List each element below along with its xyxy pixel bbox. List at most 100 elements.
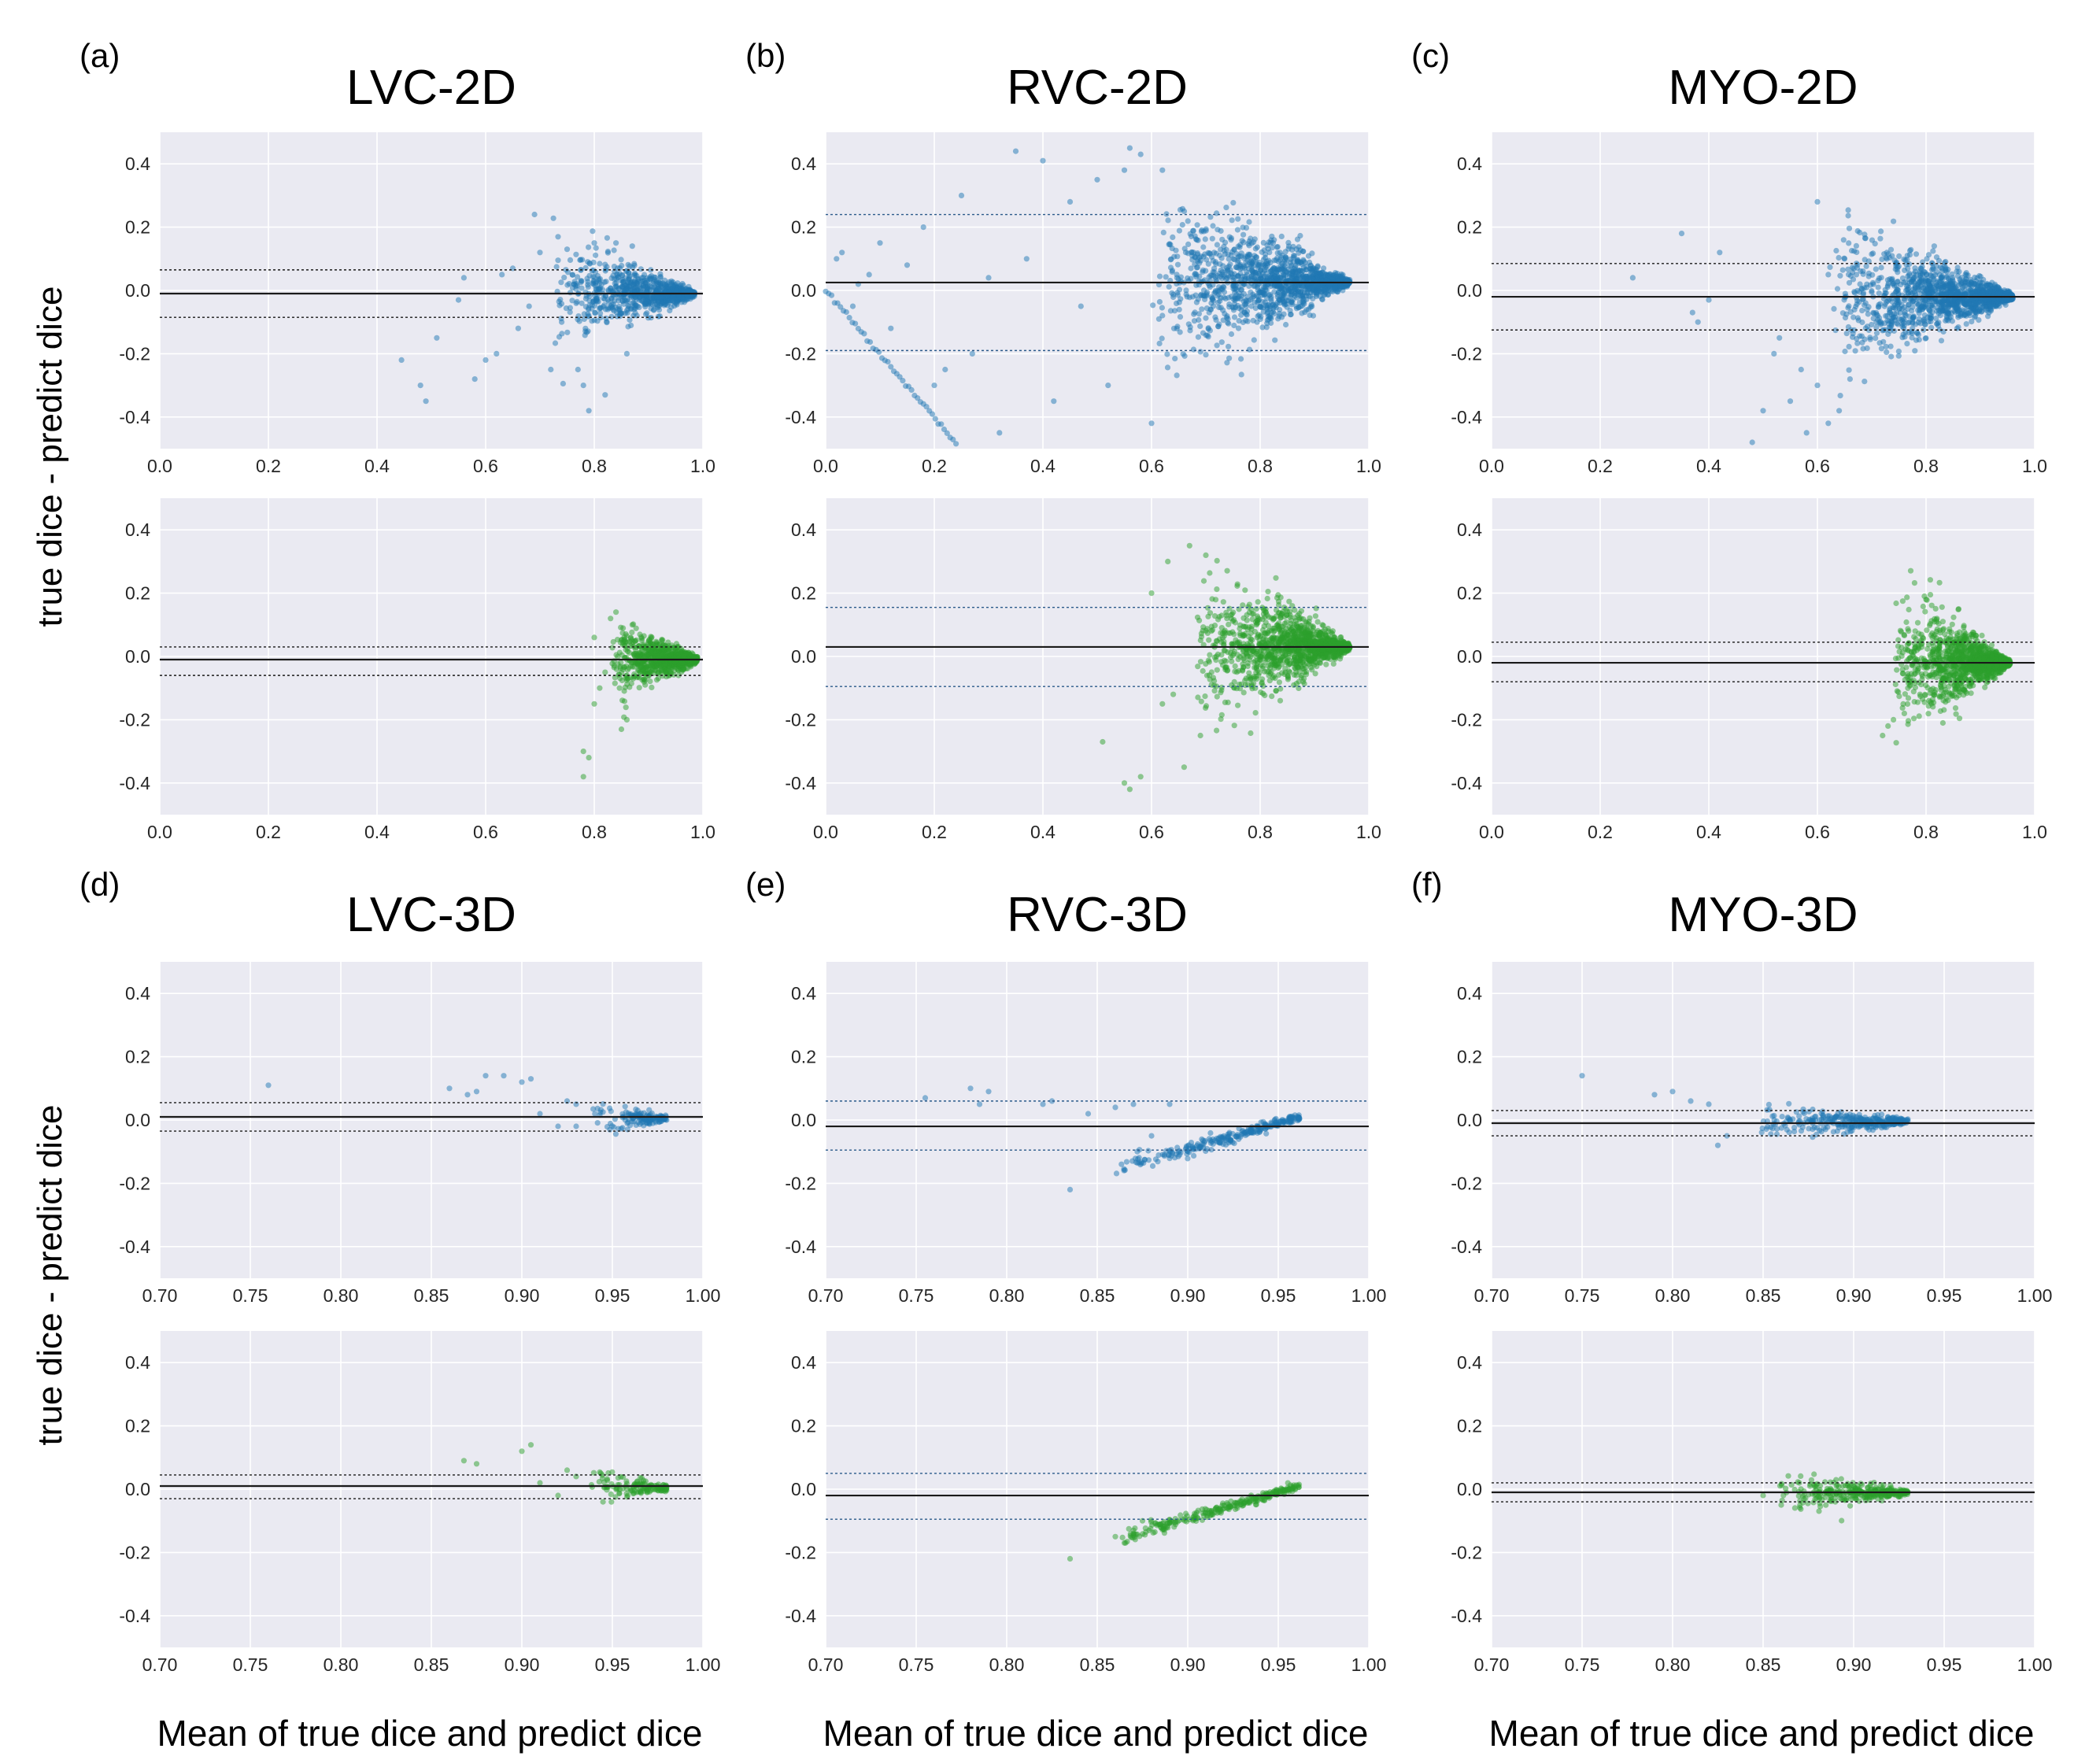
data-point [652,667,658,674]
data-point [1207,570,1213,576]
data-point [1200,667,1206,675]
data-point [1234,227,1240,233]
data-point [1240,255,1247,261]
data-point [597,310,604,316]
data-point [1173,247,1179,253]
data-point [573,251,579,257]
data-point [1338,634,1344,641]
data-point [1227,261,1233,268]
data-point [633,625,639,631]
data-point [1259,324,1266,331]
x-tick-label: 0.0 [147,822,172,842]
x-tick-label: 1.0 [690,822,715,842]
data-point [1181,353,1188,359]
data-point [1323,661,1329,667]
data-point [482,357,489,363]
y-tick-label: 0.4 [791,519,816,540]
data-point [1235,264,1241,271]
data-point [1236,253,1242,259]
data-point [597,287,603,293]
data-point [1226,234,1233,240]
data-point [598,281,605,287]
data-point [1330,272,1337,278]
data-point [1259,663,1266,670]
data-point [603,279,609,285]
data-point [1170,691,1177,697]
data-point [1285,246,1292,252]
data-point [1196,316,1202,323]
data-point [556,302,563,309]
data-point [663,667,669,674]
data-point [1174,372,1180,379]
data-point [636,654,643,660]
data-point [1194,264,1200,271]
x-tick-label: 0.2 [256,456,281,476]
data-point [1223,612,1229,619]
data-point [1178,296,1184,302]
data-point [574,298,580,305]
panel-label-b: (b) [745,37,786,74]
data-point [1297,232,1303,239]
data-point [1242,587,1248,593]
data-point [602,392,608,398]
data-point [620,625,627,631]
data-point [1198,634,1205,640]
data-point [1322,651,1329,657]
data-point [647,678,653,685]
data-point [1297,268,1303,274]
data-point [1243,303,1249,309]
data-point [1244,312,1250,318]
data-point [885,359,891,365]
data-point [1235,656,1241,663]
data-point [1218,339,1225,346]
data-point [1137,151,1144,157]
data-point [655,313,662,320]
data-point [1226,355,1233,361]
data-point [1040,157,1046,164]
data-point [685,287,692,294]
data-point [1204,626,1211,632]
data-point [604,319,610,325]
data-point [585,328,591,335]
data-point [1291,682,1297,689]
data-point [1190,227,1196,234]
x-tick-label: 0.0 [147,456,172,476]
data-point [1185,321,1192,327]
data-point [867,338,874,346]
data-point [1276,679,1282,686]
data-point [586,244,592,250]
data-point [1231,617,1237,623]
data-point [1862,379,1868,385]
data-point [1267,662,1274,668]
data-point [1205,334,1211,340]
data-point [559,331,565,337]
data-point [1312,671,1318,677]
data-point [1244,663,1251,670]
data-point [1165,217,1171,224]
data-point [569,298,575,304]
x-tick-label: 0.4 [1030,822,1056,842]
data-point [586,261,593,267]
data-point [1248,258,1255,264]
data-point [675,672,682,678]
data-point [691,661,697,667]
data-point [597,305,604,311]
data-point [654,294,660,300]
data-point [610,301,617,307]
data-point [1846,343,1852,349]
y-tick-label: 0.0 [125,280,150,301]
data-point [591,240,597,246]
data-point [618,257,624,263]
data-point [560,380,567,386]
x-tick-label: 1.0 [2022,456,2047,476]
data-point [1208,253,1215,260]
data-point [659,652,666,658]
data-point [591,634,597,641]
data-point [1250,317,1256,323]
data-point [626,270,632,276]
data-point [667,308,673,314]
data-point [1222,268,1229,274]
data-point [662,660,669,667]
data-point [629,641,635,647]
data-point [1185,241,1192,247]
